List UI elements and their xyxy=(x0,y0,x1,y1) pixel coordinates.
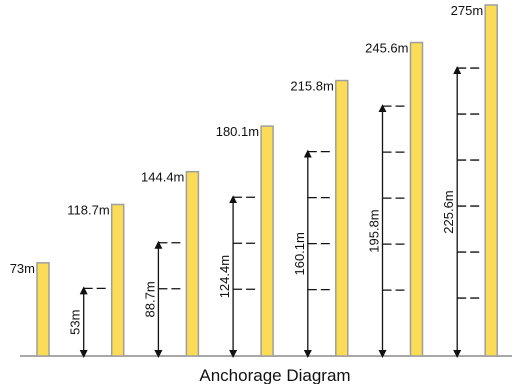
height-label: 144.4m xyxy=(141,170,184,185)
column-bar xyxy=(185,170,200,357)
anchorage-label: 225.6m xyxy=(441,190,456,233)
anchorage-label: 160.1m xyxy=(292,232,307,275)
height-label: 275m xyxy=(451,3,484,18)
diagram-title: Anchorage Diagram xyxy=(199,366,350,384)
column-bar xyxy=(260,125,274,357)
anchorage-label: 88.7m xyxy=(142,281,157,317)
height-label: 118.7m xyxy=(67,202,109,217)
column-bar xyxy=(409,41,424,357)
height-label: 73m xyxy=(10,261,35,276)
height-label: 245.6m xyxy=(365,41,408,56)
columns-group: 73m 118.7m 53m 144.4m 88.7m 180.1m 124.4m 215.8… xyxy=(10,3,498,358)
column-bar xyxy=(484,4,498,357)
column-bar xyxy=(110,203,125,357)
anchorage-label: 124.4m xyxy=(217,255,232,298)
column-bar xyxy=(335,79,349,357)
column-bar xyxy=(36,262,50,357)
height-label: 180.1m xyxy=(216,124,259,139)
anchorage-label: 195.8m xyxy=(367,209,382,252)
anchorage-label: 53m xyxy=(68,310,83,335)
height-label: 215.8m xyxy=(290,79,333,94)
